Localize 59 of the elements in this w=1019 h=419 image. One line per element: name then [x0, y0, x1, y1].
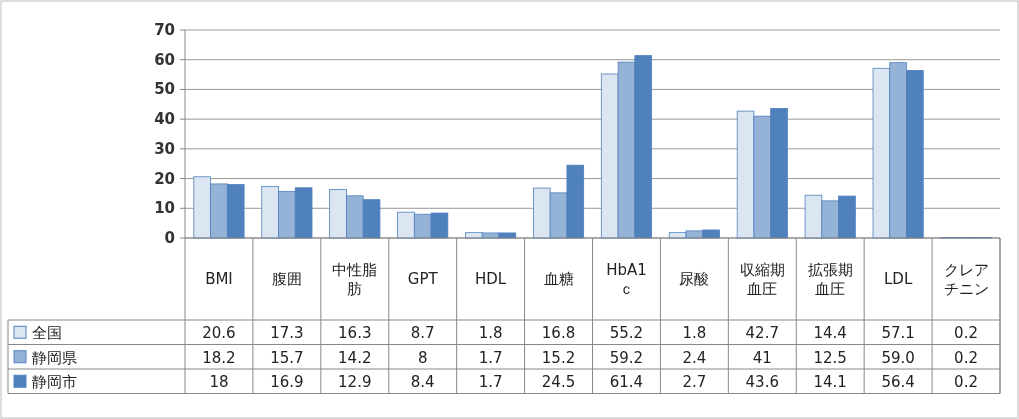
- data-label: 0.2: [954, 348, 978, 367]
- data-label: 8: [417, 348, 428, 367]
- data-label: 1.8: [478, 324, 503, 343]
- y-tick-label: 70: [154, 21, 175, 39]
- data-label: 18: [209, 373, 229, 392]
- legend-label: 静岡県: [32, 348, 77, 367]
- data-label: 20.6: [202, 324, 236, 343]
- legend-label: 全国: [32, 324, 62, 343]
- y-tick-label: 10: [154, 199, 175, 218]
- data-label: 16.8: [541, 324, 576, 343]
- x-tick-label: 拡張期血圧: [807, 260, 853, 298]
- data-label: 55.2: [609, 324, 644, 343]
- data-label: 42.7: [745, 324, 779, 343]
- data-label: 16.3: [338, 324, 372, 343]
- x-tick-label: GPT: [407, 270, 439, 288]
- x-tick-label: 中性脂肪: [332, 260, 378, 298]
- data-label: 8.7: [410, 324, 435, 343]
- data-label: 2.7: [682, 373, 707, 392]
- y-tick-label: 50: [154, 80, 175, 99]
- data-label: 59.2: [609, 348, 644, 367]
- data-label: 0.2: [954, 373, 978, 392]
- y-tick-label: 0: [164, 229, 175, 247]
- data-label: 24.5: [541, 373, 576, 392]
- data-label: 14.4: [813, 324, 847, 343]
- legend-label: 静岡市: [32, 373, 77, 392]
- data-label: 18.2: [202, 348, 236, 367]
- data-label: 8.4: [410, 373, 435, 392]
- y-tick-label: 20: [154, 169, 175, 188]
- data-label: 14.2: [338, 348, 372, 367]
- x-tick-label: BMI: [205, 270, 233, 288]
- data-label: 41: [752, 348, 772, 367]
- data-label: 1.8: [682, 324, 707, 343]
- y-tick-label: 60: [154, 50, 175, 69]
- x-tick-label: クレアチニン: [943, 260, 989, 298]
- data-label: 59.0: [881, 348, 915, 367]
- x-tick-label: HbA1ｃ: [606, 260, 647, 298]
- data-label: 17.3: [270, 324, 304, 343]
- x-tick-label: 尿酸: [679, 270, 710, 288]
- y-tick-label: 30: [154, 139, 175, 158]
- data-label: 43.6: [745, 373, 779, 392]
- data-label: 12.9: [338, 373, 372, 392]
- data-label: 15.7: [270, 348, 304, 367]
- data-label: 57.1: [881, 324, 915, 343]
- x-tick-label: 血糖: [543, 270, 574, 288]
- x-tick-label: HDL: [475, 270, 507, 288]
- data-label: 61.4: [609, 373, 644, 392]
- data-label: 0.2: [954, 324, 978, 343]
- x-tick-label: LDL: [883, 270, 913, 288]
- data-label: 15.2: [541, 348, 576, 367]
- data-label: 12.5: [813, 348, 847, 367]
- data-label: 1.7: [478, 373, 503, 392]
- data-label: 16.9: [270, 373, 304, 392]
- data-label: 2.4: [682, 348, 707, 367]
- data-label: 14.1: [813, 373, 847, 392]
- x-tick-label: 収縮期血圧: [739, 260, 785, 298]
- x-tick-label: 腹囲: [271, 270, 302, 288]
- y-tick-label: 40: [154, 110, 175, 129]
- data-label: 1.7: [478, 348, 503, 367]
- data-label: 56.4: [881, 373, 915, 392]
